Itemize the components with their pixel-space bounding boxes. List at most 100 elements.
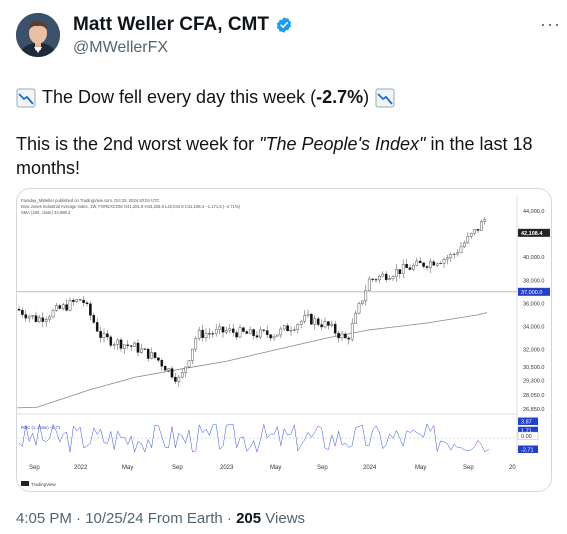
candle-body bbox=[327, 321, 330, 326]
candle-body bbox=[153, 352, 157, 358]
candle-body bbox=[286, 325, 289, 332]
level-price-label: 37,000.0 bbox=[521, 290, 542, 296]
candle-body bbox=[429, 261, 432, 268]
candle-body bbox=[119, 339, 123, 349]
roc-line bbox=[17, 423, 517, 454]
candle-body bbox=[99, 331, 102, 338]
time-label: 2022 bbox=[74, 465, 88, 471]
candle-body bbox=[61, 304, 65, 309]
candle-body bbox=[333, 323, 337, 334]
tweet-footer: 4:05 PM · 10/25/24 From Earth · 205 View… bbox=[16, 510, 305, 527]
author-handle[interactable]: @MWellerFX bbox=[73, 39, 169, 56]
time-axis-labels: Sep 2022 May Sep 2023 May Sep 2024 May Sep 20 bbox=[29, 465, 516, 471]
candle-body bbox=[374, 279, 378, 281]
price-axis-labels: 44,000.0 40,000.0 38,000.0 36,000.0 34,000.0… bbox=[518, 209, 550, 413]
candle-body bbox=[459, 246, 463, 253]
views-label: Views bbox=[261, 510, 306, 527]
price-label: 38,000.0 bbox=[523, 278, 544, 284]
candle-body bbox=[160, 360, 164, 367]
candle-body bbox=[347, 337, 351, 340]
chart-decreasing-icon bbox=[16, 88, 36, 107]
candle-body bbox=[476, 229, 480, 231]
candle-body bbox=[367, 278, 371, 291]
candle-body bbox=[435, 263, 439, 266]
candle-body bbox=[89, 303, 92, 316]
candle-body bbox=[422, 262, 425, 267]
candle-body bbox=[401, 264, 405, 274]
candle-body bbox=[72, 300, 75, 302]
candle-body bbox=[439, 263, 442, 265]
time-label: 2023 bbox=[220, 465, 234, 471]
candle-body bbox=[129, 345, 133, 347]
candle-body bbox=[473, 229, 476, 234]
candle-body bbox=[116, 339, 119, 345]
candle-body bbox=[299, 321, 303, 325]
candle-body bbox=[44, 319, 48, 322]
candle-body bbox=[201, 329, 204, 339]
candle-body bbox=[442, 258, 446, 264]
candle-body bbox=[269, 334, 272, 339]
candle-body bbox=[150, 352, 153, 359]
time-label: May bbox=[415, 465, 426, 471]
candle-body bbox=[197, 329, 201, 339]
candle-body bbox=[65, 304, 68, 311]
candle-body bbox=[167, 368, 170, 371]
candle-body bbox=[313, 318, 317, 325]
candle-body bbox=[106, 333, 109, 338]
candle-body bbox=[34, 315, 38, 322]
last-price-label: 42,108.4 bbox=[521, 231, 543, 237]
candle-body bbox=[265, 330, 269, 335]
candle-body bbox=[17, 308, 21, 311]
candle-body bbox=[85, 302, 89, 305]
candle-body bbox=[136, 342, 140, 353]
tweet-text-2: This is the 2nd worst week for bbox=[16, 134, 260, 154]
tweet-line-1: The Dow fell every day this week (-2.7%) bbox=[16, 87, 395, 108]
price-label: 44,000.0 bbox=[523, 209, 544, 215]
roc-tag-label: -2.71 bbox=[521, 448, 534, 454]
candle-body bbox=[259, 329, 262, 338]
candle-body bbox=[194, 338, 198, 350]
candle-body bbox=[24, 314, 28, 319]
candle-body bbox=[425, 266, 429, 268]
author-name[interactable]: Matt Weller CFA, CMT bbox=[73, 14, 269, 35]
tweet-italic: "The People's Index" bbox=[259, 134, 426, 154]
candle-body bbox=[228, 328, 232, 331]
candle-body bbox=[412, 265, 415, 270]
candle-body bbox=[337, 332, 340, 339]
price-label: 30,500.0 bbox=[523, 365, 544, 371]
candle-body bbox=[112, 344, 116, 346]
candle-body bbox=[289, 330, 293, 332]
candle-body bbox=[245, 331, 249, 334]
candle-body bbox=[405, 264, 408, 268]
candle-body bbox=[109, 336, 113, 346]
candle-body bbox=[140, 348, 143, 353]
candle-body bbox=[21, 310, 24, 315]
candles bbox=[17, 216, 487, 387]
views-count: 205 bbox=[236, 510, 262, 527]
tweet-time[interactable]: 4:05 PM · 10/25/24 From Earth · bbox=[16, 510, 237, 527]
candle-body bbox=[75, 299, 79, 302]
roc-label: ROC (1, close) −2.71 bbox=[21, 425, 61, 430]
candle-body bbox=[255, 335, 259, 338]
candle-body bbox=[276, 334, 279, 337]
roc-tag bbox=[518, 417, 538, 426]
candle-body bbox=[38, 317, 41, 322]
candle-body bbox=[350, 323, 354, 340]
candle-body bbox=[211, 333, 215, 335]
price-label: 28,050.0 bbox=[523, 393, 544, 399]
candle-body bbox=[51, 310, 55, 318]
candle-body bbox=[157, 357, 160, 361]
chart-image-card[interactable]: Faraday_MWeller published on TradingView… bbox=[16, 188, 552, 492]
time-label: May bbox=[122, 465, 133, 471]
candle-body bbox=[449, 254, 453, 258]
candle-body bbox=[31, 315, 34, 317]
chart-header-1: Faraday_MWeller published on TradingView… bbox=[21, 198, 160, 203]
roc-tag bbox=[517, 431, 539, 440]
candle-body bbox=[102, 333, 106, 338]
author-avatar[interactable] bbox=[16, 13, 60, 57]
candle-body bbox=[432, 261, 436, 266]
candle-body bbox=[303, 315, 306, 322]
candle-body bbox=[388, 278, 391, 280]
more-options-icon[interactable]: ··· bbox=[540, 14, 561, 34]
candle-body bbox=[357, 303, 361, 314]
